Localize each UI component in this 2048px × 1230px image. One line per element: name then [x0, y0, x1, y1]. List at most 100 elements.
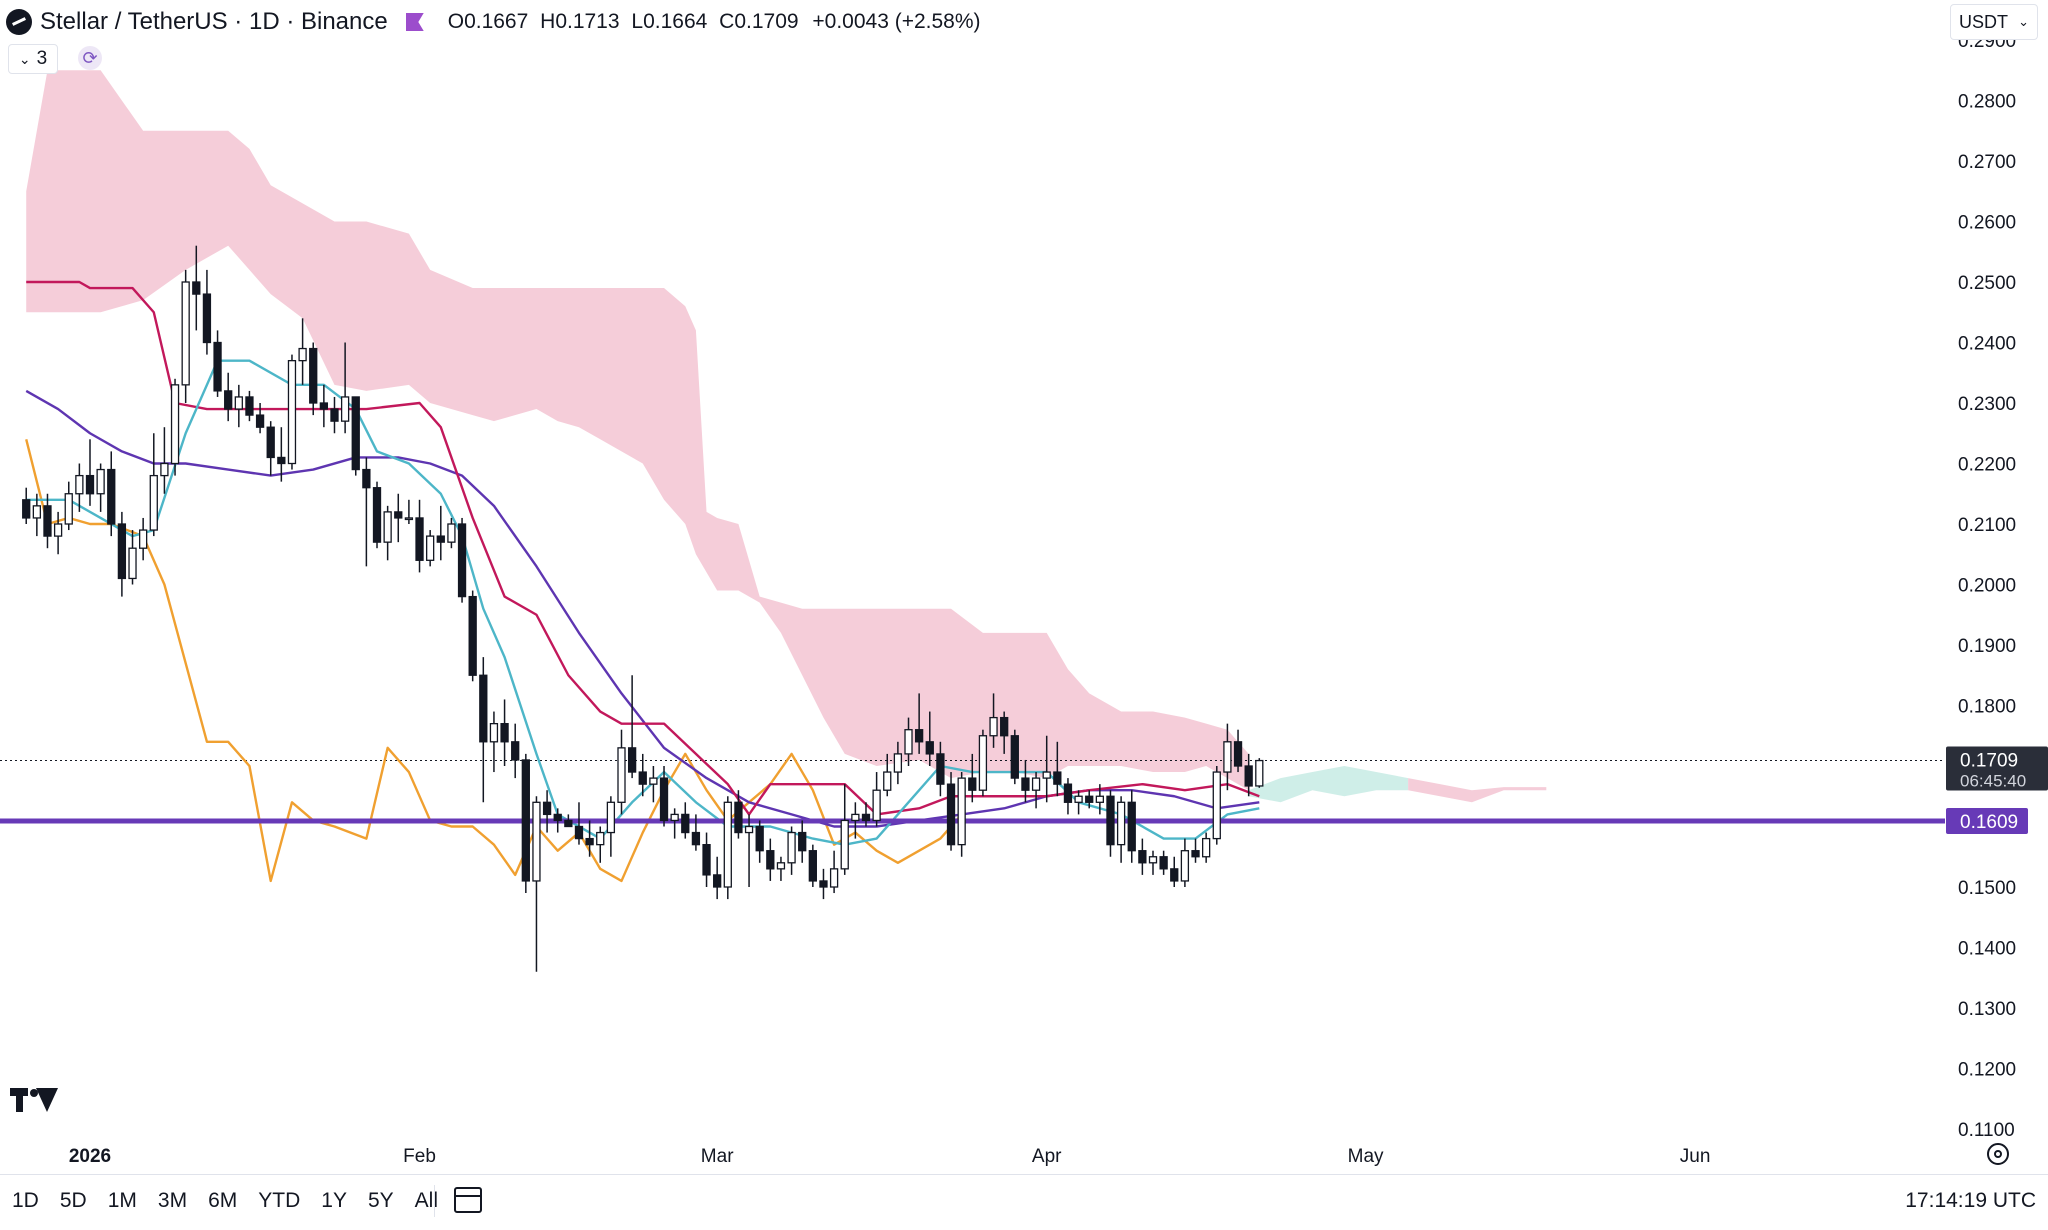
price-chart[interactable] — [0, 0, 1945, 1130]
candle-body — [638, 771, 647, 785]
candle — [319, 384, 329, 428]
chart-area[interactable] — [0, 0, 1945, 1130]
candle-body — [1021, 777, 1030, 791]
candle — [585, 820, 594, 857]
candle — [521, 753, 530, 894]
price-tick-label: 0.2300 — [1958, 394, 2016, 415]
candle — [468, 590, 477, 682]
candle-body — [394, 511, 403, 519]
candle — [255, 403, 265, 434]
candle-body — [75, 474, 84, 495]
candle — [1148, 850, 1158, 875]
candle-body — [1255, 759, 1264, 787]
currency-value: USDT — [1959, 11, 2008, 32]
time-tick-label: Mar — [701, 1146, 734, 1167]
calendar-icon[interactable] — [454, 1187, 482, 1213]
candle — [85, 439, 95, 506]
range-1d-button[interactable]: 1D — [12, 1189, 39, 1212]
price-tick-label: 0.2000 — [1958, 576, 2016, 597]
candle-body — [32, 505, 41, 519]
price-tick-label: 0.1800 — [1958, 697, 2016, 718]
gear-icon[interactable] — [1987, 1143, 2009, 1165]
sync-icon[interactable]: ⟳ — [78, 46, 102, 70]
candle-body — [627, 747, 637, 773]
candle-body — [840, 819, 849, 870]
time-tick-label: Jun — [1680, 1146, 1711, 1167]
candle — [1042, 735, 1051, 803]
candle — [713, 856, 722, 900]
candle — [1063, 778, 1073, 815]
candle-body — [861, 813, 871, 822]
candle — [1127, 790, 1136, 863]
candle — [564, 814, 573, 828]
candle — [755, 820, 764, 863]
candle — [234, 384, 243, 428]
candle-body — [936, 753, 945, 785]
candle — [776, 856, 786, 881]
indicators-toggle[interactable]: ⌄ 3 — [8, 44, 58, 74]
candle — [1053, 741, 1062, 797]
range-6m-button[interactable]: 6M — [208, 1189, 238, 1212]
candle-body — [1000, 716, 1009, 737]
candle-body — [925, 741, 934, 755]
candle — [1180, 838, 1190, 887]
time-range-buttons: 1D 5D 1M 3M 6M YTD 1Y 5Y All — [12, 1189, 459, 1213]
candle-body — [1170, 868, 1179, 882]
range-ytd-button[interactable]: YTD — [258, 1189, 301, 1212]
price-tick-label: 0.1300 — [1958, 999, 2016, 1020]
candle-body — [808, 850, 817, 882]
range-1y-button[interactable]: 1Y — [321, 1189, 347, 1212]
candle-body — [85, 474, 95, 495]
range-all-button[interactable]: All — [414, 1189, 438, 1212]
candle — [362, 457, 371, 567]
indicators-count: 3 — [36, 48, 48, 69]
range-3m-button[interactable]: 3M — [157, 1189, 188, 1212]
candle — [787, 826, 796, 875]
candle-body — [798, 831, 807, 852]
candle — [681, 802, 690, 839]
price-tick-label: 0.2600 — [1958, 213, 2016, 234]
flag-icon[interactable] — [405, 13, 424, 31]
symbol-title[interactable]: Stellar / TetherUS · 1D · Binance — [40, 8, 388, 35]
candle — [904, 717, 913, 766]
candle — [266, 421, 275, 476]
candle — [394, 493, 403, 543]
range-5d-button[interactable]: 5D — [59, 1189, 87, 1212]
tradingview-logo-icon[interactable] — [10, 1088, 58, 1114]
candle — [702, 832, 711, 887]
candle — [861, 802, 871, 827]
ichimoku-cloud-bullish — [1248, 766, 1409, 803]
change-value: +0.0043 (+2.58%) — [812, 10, 981, 33]
range-5y-button[interactable]: 5Y — [367, 1189, 394, 1212]
candle — [457, 517, 467, 603]
candle — [107, 451, 116, 537]
candle-body — [585, 837, 594, 846]
candle — [957, 772, 966, 857]
candle — [277, 427, 286, 482]
candle-body — [1233, 741, 1243, 767]
close-value: 0.1709 — [734, 10, 799, 33]
utc-clock[interactable]: 17:14:19 UTC — [1905, 1189, 2036, 1212]
candle-body — [457, 523, 467, 598]
time-tick-label: 2026 — [69, 1146, 111, 1167]
candle-body — [181, 281, 190, 386]
candle — [1233, 729, 1243, 773]
low-value: 0.1664 — [643, 10, 708, 33]
horizontal-line-label: 0.1609 — [1960, 812, 2018, 833]
candle — [968, 753, 977, 803]
currency-selector[interactable]: USDT ⌄ — [1950, 4, 2038, 40]
candle — [117, 511, 127, 597]
price-tick-label: 0.1700 — [1958, 757, 2016, 778]
candle-body — [521, 759, 530, 882]
candle — [415, 499, 424, 573]
range-1m-button[interactable]: 1M — [107, 1189, 137, 1212]
candle-body — [766, 850, 775, 870]
candle — [1212, 766, 1221, 845]
candle-body — [1053, 771, 1062, 785]
candle-body — [872, 789, 881, 822]
candle-body — [266, 426, 275, 459]
high-value: 0.1713 — [555, 10, 620, 33]
candle — [978, 729, 988, 797]
candle-body — [255, 414, 265, 428]
candle-body — [1127, 801, 1136, 852]
